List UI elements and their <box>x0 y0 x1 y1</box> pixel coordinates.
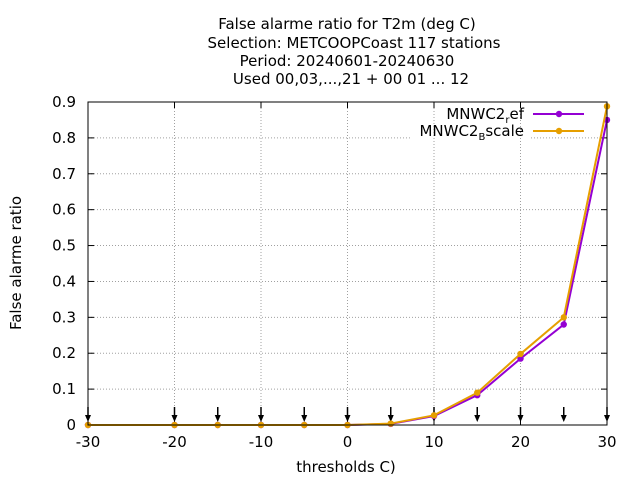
threshold-arrow <box>517 407 524 422</box>
y-tick-label: 0.1 <box>52 380 76 398</box>
threshold-arrow <box>214 407 221 422</box>
data-point <box>517 350 524 358</box>
threshold-arrow <box>171 407 178 422</box>
x-tick-label: -30 <box>76 433 101 451</box>
axis-ticks: -30 -20 -10 0 10 20 30 0 0.1 0.2 0.3 0.4 0.5 0.6 0.7 0.… <box>52 93 616 451</box>
y-axis-label: False alarme ratio <box>7 196 25 330</box>
title-line-2: Selection: METCOOPCoast 117 stations <box>208 34 501 52</box>
x-tick-label: -10 <box>249 433 274 451</box>
y-tick-label: 0.2 <box>52 344 76 362</box>
grid-lines <box>88 102 607 425</box>
plot-frame <box>87 101 608 426</box>
threshold-arrow <box>344 407 351 422</box>
y-tick-label: 0.6 <box>52 201 76 219</box>
title-line-3: Period: 20240601-20240630 <box>240 52 455 70</box>
y-tick-label: 0.3 <box>52 308 76 326</box>
y-tick-label: 0.4 <box>52 272 76 290</box>
legend-entry-0: MNWC2ref <box>446 105 584 126</box>
y-tick-label: 0 <box>66 416 76 434</box>
x-tick-label: -20 <box>162 433 187 451</box>
x-tick-label: 10 <box>424 433 443 451</box>
x-axis-label: thresholds C) <box>296 458 396 476</box>
x-tick-label: 20 <box>511 433 530 451</box>
title-line-4: Used 00,03,...,21 + 00 01 ... 12 <box>233 70 469 88</box>
data-point <box>430 412 438 419</box>
data-point <box>560 321 567 328</box>
chart-title: False alarme ratio for T2m (deg C) Selec… <box>208 15 501 88</box>
x-tick-label: 30 <box>597 433 616 451</box>
threshold-arrow <box>474 407 481 422</box>
legend-marker <box>555 127 563 135</box>
title-line-1: False alarme ratio for T2m (deg C) <box>218 15 476 33</box>
legend-marker <box>555 110 563 118</box>
y-tick-label: 0.8 <box>52 129 76 147</box>
y-tick-label: 0.5 <box>52 237 76 255</box>
threshold-arrow <box>560 407 567 422</box>
threshold-arrow <box>301 407 308 422</box>
legend-entry-1: MNWC2Bscale <box>419 122 584 143</box>
series-lines <box>84 103 611 429</box>
y-tick-label: 0.7 <box>52 165 76 183</box>
y-tick-label: 0.9 <box>52 93 76 111</box>
series-line <box>88 106 608 426</box>
series-1 <box>84 103 611 429</box>
data-point <box>474 389 481 396</box>
threshold-arrow <box>258 407 264 422</box>
legend-label: MNWC2Bscale <box>419 122 524 143</box>
x-tick-label: 0 <box>343 433 353 451</box>
data-point <box>560 314 567 321</box>
data-point <box>387 420 394 427</box>
legend-label: MNWC2ref <box>446 105 524 126</box>
threshold-arrow <box>387 407 394 422</box>
data-point <box>517 355 524 362</box>
